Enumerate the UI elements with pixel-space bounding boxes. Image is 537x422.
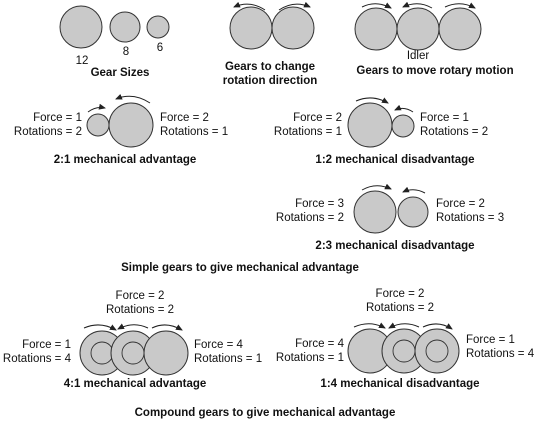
idler-gear-left: [354, 7, 398, 51]
simple-2-3-rotations-right: Rotations = 3: [436, 212, 505, 224]
idler-gear-middle: [396, 7, 440, 51]
simple-2-1-caption: 2:1 mechanical advantage: [53, 154, 197, 166]
idler-arrow-left: [361, 2, 392, 9]
simple-2-1-force-left: Force = 1: [33, 112, 82, 124]
compound-1-4-force-top: Force = 2: [375, 288, 425, 300]
idler-caption: Gears to move rotary motion: [356, 65, 514, 77]
simple-2-3-large-gear: [353, 190, 397, 234]
simple-2-3-arrow-small: [402, 186, 426, 194]
simple-2-1-force-right: Force = 2: [160, 112, 209, 124]
simple-2-1-small-gear: [86, 113, 110, 137]
compound-4-1-caption: 4:1 mechanical advantage: [63, 378, 207, 390]
gear-size-label-8: 8: [122, 46, 130, 58]
compound-4-1-force-right: Force = 4: [194, 339, 243, 351]
simple-2-3-caption: 2:3 mechanical disadvantage: [315, 240, 475, 252]
simple-1-2-small-gear: [391, 114, 415, 138]
compound-4-1-force-left: Force = 1: [22, 339, 71, 351]
gear-size-6: [146, 15, 170, 39]
simple-1-2-caption: 1:2 mechanical disadvantage: [315, 154, 475, 166]
compound-1-4-force-right: Force = 1: [466, 334, 515, 346]
compound-1-4-caption: 1:4 mechanical disadvantage: [320, 378, 480, 390]
simple-1-2-force-left: Force = 2: [293, 112, 342, 124]
compound-4-1-gear-right: [143, 330, 189, 376]
simple-1-2-rotations-left: Rotations = 1: [273, 126, 342, 138]
direction-gear-right: [271, 6, 315, 50]
gear-size-label-6: 6: [156, 42, 164, 54]
compound-4-1-arrow-right: [151, 324, 183, 331]
compound-4-1-arrow-middle: [117, 323, 149, 330]
simple-section-caption: Simple gears to give mechanical advantag…: [121, 262, 359, 274]
simple-1-2-rotations-right: Rotations = 2: [420, 126, 489, 138]
direction-arrow-left: [233, 1, 266, 11]
compound-section-caption: Compound gears to give mechanical advant…: [134, 407, 396, 419]
gear-sizes-caption: Gear Sizes: [90, 67, 150, 79]
idler-arrow-right: [444, 2, 476, 9]
gear-size-8: [109, 11, 141, 43]
simple-2-3-force-left: Force = 3: [295, 198, 344, 210]
compound-4-1-rotations-left: Rotations = 4: [2, 353, 71, 365]
idler-arrow-middle: [402, 1, 433, 9]
direction-caption-line2: rotation direction: [222, 75, 318, 87]
compound-1-4-gear-right: [414, 328, 460, 374]
compound-1-4-rotations-top: Rotations = 2: [365, 302, 435, 314]
compound-1-4-arrow-left: [353, 322, 386, 329]
direction-gear-left: [229, 6, 273, 50]
simple-1-2-large-gear: [347, 102, 393, 148]
simple-2-3-arrow-large: [361, 183, 392, 191]
simple-1-2-arrow-small: [394, 104, 414, 113]
compound-1-4-arrow-middle: [388, 322, 420, 329]
gear-size-12: [59, 5, 103, 49]
compound-1-4-arrow-right: [422, 323, 453, 330]
compound-4-1-arrow-left: [83, 324, 117, 331]
compound-1-4-inner-right: [425, 339, 449, 363]
simple-2-3-force-right: Force = 2: [436, 198, 485, 210]
compound-1-4-force-left: Force = 4: [295, 338, 344, 350]
compound-1-4-rotations-right: Rotations = 4: [466, 348, 535, 360]
simple-2-3-small-gear: [397, 196, 429, 228]
simple-2-1-arrow-large: [115, 93, 151, 104]
simple-2-1-rotations-right: Rotations = 1: [160, 126, 229, 138]
simple-1-2-force-right: Force = 1: [420, 112, 469, 124]
simple-2-1-large-gear: [108, 102, 154, 148]
compound-4-1-force-top: Force = 2: [115, 290, 165, 302]
gear-size-label-12: 12: [75, 55, 89, 67]
direction-arrow-right: [278, 1, 311, 11]
simple-2-3-rotations-left: Rotations = 2: [275, 212, 344, 224]
simple-2-1-arrow-small: [87, 103, 106, 113]
compound-1-4-rotations-left: Rotations = 1: [275, 352, 344, 364]
idler-gear-right: [438, 7, 482, 51]
compound-4-1-rotations-right: Rotations = 1: [194, 353, 263, 365]
compound-4-1-rotations-top: Rotations = 2: [105, 304, 175, 316]
simple-1-2-arrow-large: [355, 97, 389, 104]
direction-caption-line1: Gears to change: [224, 61, 316, 73]
simple-2-1-rotations-left: Rotations = 2: [13, 126, 82, 138]
idler-label: Idler: [406, 50, 430, 62]
